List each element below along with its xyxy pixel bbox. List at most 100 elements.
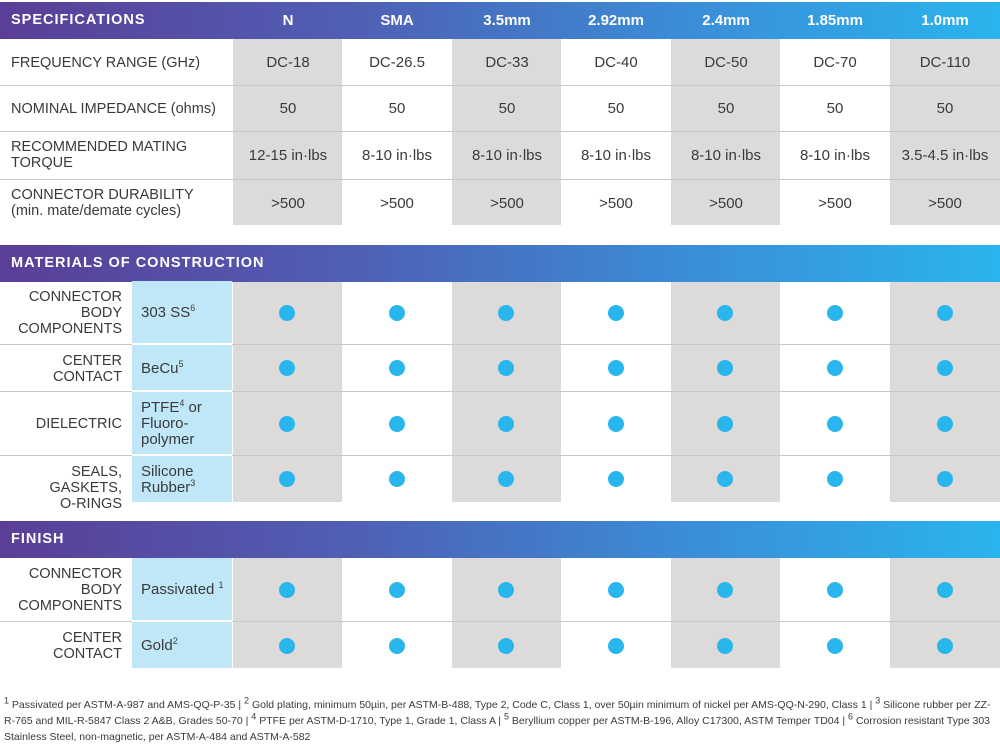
materials-title: MATERIALS OF CONSTRUCTION (11, 255, 265, 271)
col-shade-N (233, 39, 342, 225)
availability-dot (827, 305, 843, 321)
finish-label-body: CONNECTOR BODY COMPONENTS (0, 566, 122, 614)
component-label-line: SEALS, GASKETS, (49, 464, 122, 496)
component-label-line: CONNECTOR (28, 566, 122, 582)
spec-label-durability-line1: CONNECTOR DURABILITY (11, 187, 194, 203)
finish-title: FINISH (11, 531, 65, 547)
availability-dot (717, 305, 733, 321)
footnote-text: Silicone rubber per ZZ-R-765 and MIL-R-5… (4, 699, 991, 727)
material-text: Fluoro- (141, 415, 189, 432)
material-text: or (184, 399, 202, 416)
availability-dot (937, 305, 953, 321)
material-ptfe: PTFE4 or Fluoro- polymer (141, 399, 202, 448)
availability-dot (717, 638, 733, 654)
component-label-line: O-RINGS (59, 496, 122, 512)
row-divider (232, 621, 1000, 622)
footnote-ref: 5 (178, 359, 184, 369)
spec-value: 50 (936, 100, 954, 117)
component-label-line: CENTER (62, 630, 122, 646)
row-divider (232, 455, 1000, 456)
availability-dot (717, 582, 733, 598)
component-label-line: CONNECTOR (28, 289, 122, 305)
component-label-seals: SEALS, GASKETS, O-RINGS (0, 464, 122, 512)
specifications-title: SPECIFICATIONS (11, 12, 146, 28)
component-label-line: BODY (80, 582, 122, 598)
footnote-number: 5 (503, 711, 509, 722)
spec-value: 50 (607, 100, 625, 117)
spec-value: >500 (490, 195, 524, 212)
footnote-text: Beryllium copper per ASTM-B-196, Alloy C… (508, 715, 849, 727)
column-header-1.0mm: 1.0mm (921, 12, 969, 29)
component-label-line: COMPONENTS (18, 598, 122, 614)
spec-value: >500 (599, 195, 633, 212)
material-text: 303 SS (141, 304, 191, 321)
column-header-2.4mm: 2.4mm (702, 12, 750, 29)
availability-dot (827, 471, 843, 487)
availability-dot (389, 305, 405, 321)
availability-dot (389, 638, 405, 654)
footnote-number: 1 (4, 695, 10, 706)
spec-label-impedance: NOMINAL IMPEDANCE (ohms) (11, 101, 216, 117)
availability-dot (498, 638, 514, 654)
spec-value: >500 (271, 195, 305, 212)
spec-value: 8-10 in·lbs (690, 147, 762, 164)
availability-dot (937, 360, 953, 376)
finish-label-center-contact: CENTER CONTACT (0, 630, 122, 662)
material-cell (132, 622, 232, 668)
material-text: Silicone (141, 463, 194, 480)
footnote-number: 4 (251, 711, 257, 722)
spec-value: 50 (498, 100, 516, 117)
availability-dot (608, 582, 624, 598)
finish-header-bar: FINISH (0, 521, 1000, 558)
row-divider (232, 344, 1000, 345)
spec-value: 50 (826, 100, 844, 117)
column-header-n: N (282, 12, 294, 29)
availability-dot (389, 360, 405, 376)
row-divider (0, 621, 132, 622)
col-shade-2.4mm (671, 39, 780, 225)
row-divider (0, 179, 1000, 180)
availability-dot (608, 471, 624, 487)
spec-value: DC-26.5 (369, 54, 425, 71)
material-cell (132, 345, 232, 390)
availability-dot (827, 582, 843, 598)
availability-dot (498, 360, 514, 376)
row-divider (0, 344, 132, 345)
col-shade-3.5mm (452, 39, 561, 225)
availability-dot (389, 416, 405, 432)
spec-value: >500 (380, 195, 414, 212)
spec-value: DC-33 (485, 54, 529, 71)
availability-dot (498, 416, 514, 432)
materials-header-bar: MATERIALS OF CONSTRUCTION (0, 245, 1000, 282)
footnote-text: Corrosion resistant Type 303 Stainless S… (4, 715, 991, 743)
spec-label-torque: RECOMMENDED MATING TORQUE (11, 139, 226, 171)
availability-dot (827, 638, 843, 654)
availability-dot (608, 360, 624, 376)
column-header-1.85mm: 1.85mm (807, 12, 863, 29)
component-label-line: CONTACT (52, 646, 122, 662)
material-cell (132, 558, 232, 620)
availability-dot (279, 638, 295, 654)
footnote-number: 6 (848, 711, 854, 722)
component-label-line: BODY (80, 305, 122, 321)
spec-value: 8-10 in·lbs (580, 147, 652, 164)
column-header-2.92mm: 2.92mm (588, 12, 644, 29)
spec-value: DC-70 (813, 54, 857, 71)
material-cell (132, 456, 232, 502)
footnotes: 1 Passivated per ASTM-A-987 and AMS-QQ-P… (4, 695, 994, 745)
material-text: Gold (141, 637, 173, 654)
row-divider (0, 85, 1000, 86)
component-label-line: CONTACT (52, 369, 122, 385)
footnote-number: 2 (244, 695, 250, 706)
row-divider (0, 391, 132, 392)
availability-dot (279, 360, 295, 376)
spec-value: 50 (717, 100, 735, 117)
availability-dot (389, 471, 405, 487)
spec-value: DC-40 (594, 54, 638, 71)
col-shade-1.0mm (890, 39, 1000, 225)
component-label-line: DIELECTRIC (35, 416, 122, 432)
availability-dot (937, 471, 953, 487)
material-text: Passivated (141, 581, 219, 598)
spec-label-durability-line2: (min. mate/demate cycles) (11, 203, 182, 219)
component-label-dielectric: DIELECTRIC (0, 416, 122, 432)
